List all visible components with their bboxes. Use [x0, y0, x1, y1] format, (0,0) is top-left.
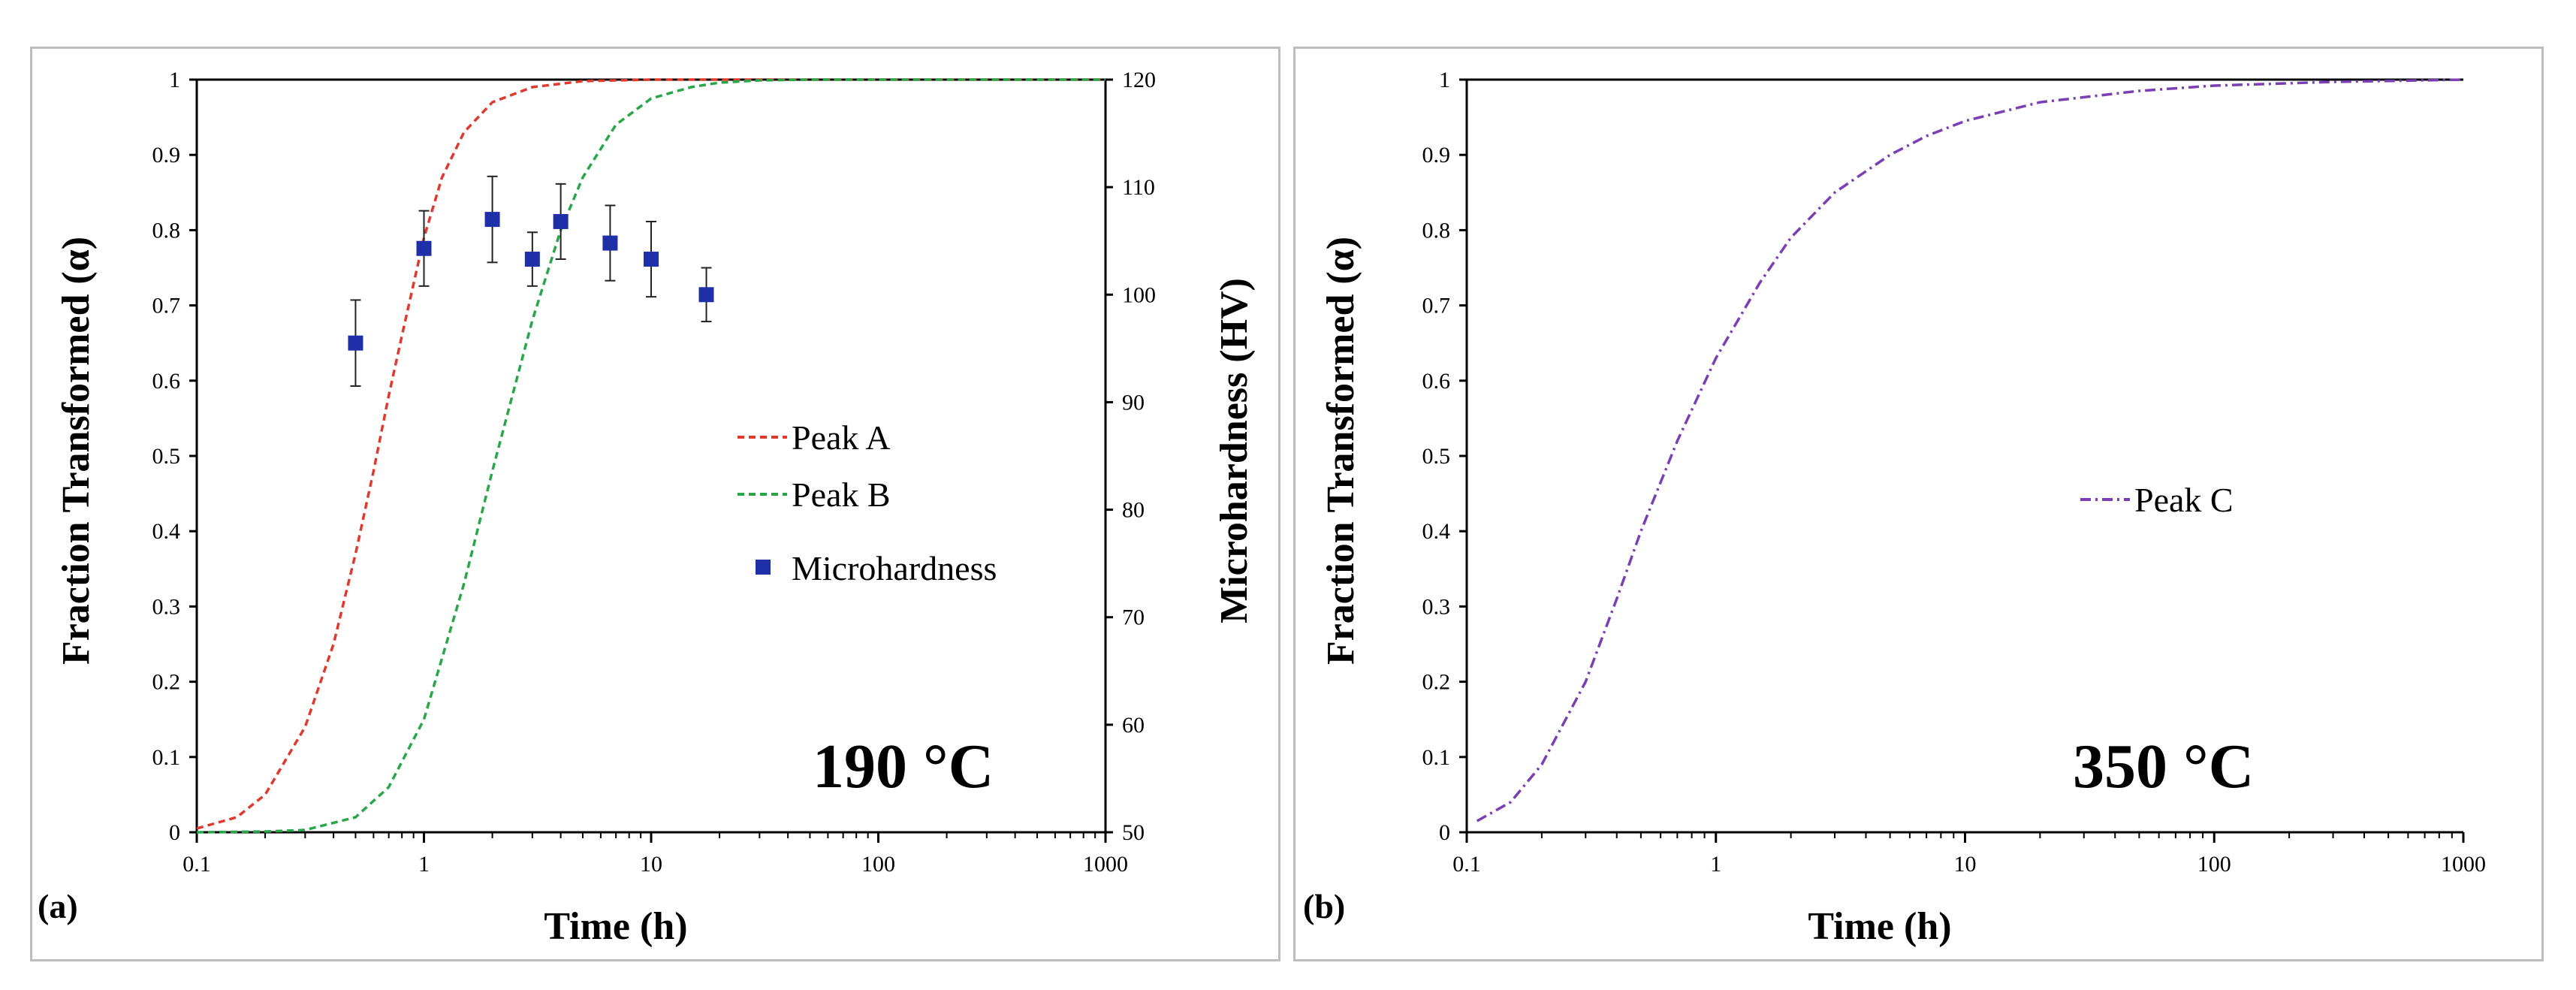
microhardness-point — [416, 240, 432, 256]
panel-b-ytick-label: 0.2 — [1422, 670, 1451, 695]
panel-a-xtick-label: 10 — [640, 852, 662, 877]
panel-b-ytick-label: 0 — [1439, 820, 1450, 845]
panel-b-xtick-label: 100 — [2197, 852, 2231, 877]
panel-a-ytick-label: 0.5 — [152, 444, 181, 469]
peak-a-line — [196, 78, 1106, 830]
panel-a-xtick-label: 1000 — [1083, 852, 1128, 877]
panel-b-label: (b) — [1303, 887, 1345, 925]
panel-a-xtick-label: 0.1 — [182, 852, 211, 877]
panel-a-ytick-label: 0.6 — [152, 369, 181, 394]
panel-b-ylabel: Fraction Transformed (α) — [1320, 237, 1362, 665]
panel-a-ytick-label: 0.2 — [152, 670, 181, 695]
panel-a-legend: Peak A Peak B Microhardness — [738, 418, 997, 587]
panel-a-ytick-label: 0.9 — [152, 143, 181, 168]
microhardness-point — [644, 252, 659, 267]
panel-a-ytick-right-label: 60 — [1122, 713, 1145, 738]
panel-a-ytick-right-label: 80 — [1122, 498, 1145, 523]
panel-a-ytick-label: 0.1 — [152, 745, 181, 770]
microhardness-point — [484, 212, 500, 228]
panel-b-ytick-label: 0.9 — [1422, 143, 1451, 168]
panel-a-ytick-right-label: 110 — [1122, 175, 1155, 200]
panel-a-ytick-right-label: 100 — [1122, 282, 1156, 307]
panel-a-xtick-label: 100 — [861, 852, 895, 877]
legend-peak-a-label: Peak A — [792, 418, 891, 457]
microhardness-point — [348, 335, 363, 351]
panel-a-ytick-label: 0.4 — [152, 519, 181, 544]
panel-a-temperature-annotation: 190 °C — [813, 732, 994, 801]
panel-b-ytick-label: 0.5 — [1422, 444, 1451, 469]
panel-b-ytick-label: 0.7 — [1422, 294, 1451, 318]
panel-a-ytick-right-label: 90 — [1122, 390, 1145, 415]
panel-a-ytick-label: 0.8 — [152, 218, 181, 243]
microhardness-point — [698, 287, 714, 303]
peak-b-line — [196, 78, 1106, 834]
microhardness-point — [553, 213, 569, 229]
panel-b-ytick-label: 0.3 — [1422, 594, 1451, 619]
panel-b-xlabel: Time (h) — [1808, 905, 1951, 948]
panel-a-label: (a) — [38, 887, 78, 925]
panel-a-ytick-right-label: 50 — [1122, 820, 1145, 845]
panel-a-ylabel: Fraction Transformed (α) — [55, 237, 98, 665]
panel-a-xtick-label: 1 — [418, 852, 430, 877]
microhardness-point — [602, 235, 618, 251]
panel-a-ytick-label: 1 — [169, 68, 180, 92]
plot-layer: 00.10.20.30.40.50.60.70.80.9150607080901… — [152, 68, 2487, 877]
microhardness-point — [524, 252, 540, 267]
legend-peak-b-label: Peak B — [792, 475, 891, 514]
panel-b-ytick-label: 0.6 — [1422, 369, 1451, 394]
panel-a-ytick-right-label: 70 — [1122, 605, 1145, 630]
panel-b-ytick-label: 0.8 — [1422, 218, 1451, 243]
panel-b-xtick-label: 0.1 — [1452, 852, 1481, 877]
panel-b-frame — [1293, 47, 2544, 961]
legend-peak-c-label: Peak C — [2134, 481, 2234, 519]
panel-b-legend: Peak C — [2080, 481, 2234, 519]
panel-b-xtick-label: 10 — [1954, 852, 1977, 877]
panel-a-frame — [30, 47, 1280, 961]
panel-a-ytick-label: 0.7 — [152, 294, 181, 318]
panel-b-xtick-label: 1 — [1710, 852, 1721, 877]
legend-microhardness-swatch — [756, 560, 771, 575]
panel-b-temperature-annotation: 350 °C — [2073, 732, 2254, 801]
panel-b-ytick-label: 0.1 — [1422, 745, 1451, 770]
panel-a-ylabel-right: Microhardness (HV) — [1213, 278, 1256, 623]
panel-a-ytick-label: 0 — [169, 820, 180, 845]
panel-b-xtick-label: 1000 — [2441, 852, 2486, 877]
panel-a-ytick-label: 0.3 — [152, 594, 181, 619]
panel-b-ytick-label: 1 — [1439, 68, 1450, 92]
peak-c-line — [1476, 78, 2464, 822]
panel-a-ytick-right-label: 120 — [1122, 68, 1156, 92]
legend-microhardness-label: Microhardness — [792, 549, 997, 587]
panel-a-xlabel: Time (h) — [544, 905, 687, 948]
panel-b-ytick-label: 0.4 — [1422, 519, 1451, 544]
